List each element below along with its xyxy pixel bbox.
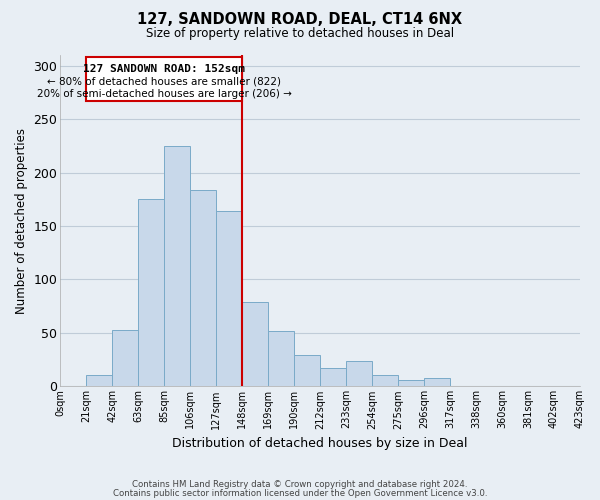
Bar bbox=[216, 211, 242, 386]
Bar bbox=[112, 330, 138, 386]
Bar bbox=[398, 380, 424, 386]
Text: 127, SANDOWN ROAD, DEAL, CT14 6NX: 127, SANDOWN ROAD, DEAL, CT14 6NX bbox=[137, 12, 463, 28]
Bar bbox=[346, 360, 372, 386]
Bar bbox=[424, 378, 450, 386]
Text: 20% of semi-detached houses are larger (206) →: 20% of semi-detached houses are larger (… bbox=[37, 89, 292, 99]
Text: ← 80% of detached houses are smaller (822): ← 80% of detached houses are smaller (82… bbox=[47, 76, 281, 86]
Bar bbox=[294, 356, 320, 386]
Text: Size of property relative to detached houses in Deal: Size of property relative to detached ho… bbox=[146, 28, 454, 40]
Bar bbox=[164, 146, 190, 386]
Bar bbox=[190, 190, 216, 386]
FancyBboxPatch shape bbox=[86, 57, 242, 101]
Text: Contains HM Land Registry data © Crown copyright and database right 2024.: Contains HM Land Registry data © Crown c… bbox=[132, 480, 468, 489]
X-axis label: Distribution of detached houses by size in Deal: Distribution of detached houses by size … bbox=[172, 437, 468, 450]
Bar bbox=[242, 302, 268, 386]
Bar bbox=[138, 200, 164, 386]
Bar bbox=[86, 374, 112, 386]
Bar bbox=[372, 374, 398, 386]
Y-axis label: Number of detached properties: Number of detached properties bbox=[15, 128, 28, 314]
Text: Contains public sector information licensed under the Open Government Licence v3: Contains public sector information licen… bbox=[113, 489, 487, 498]
Bar bbox=[268, 331, 294, 386]
Text: 127 SANDOWN ROAD: 152sqm: 127 SANDOWN ROAD: 152sqm bbox=[83, 64, 245, 74]
Bar bbox=[320, 368, 346, 386]
